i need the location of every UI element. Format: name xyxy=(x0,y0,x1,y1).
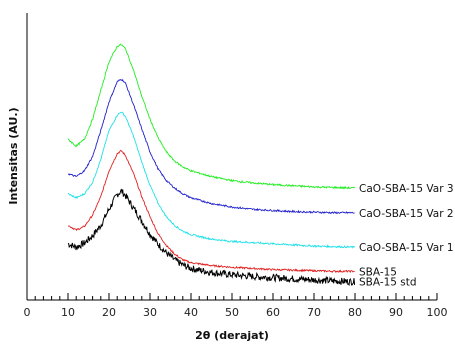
x-tick-label: 10 xyxy=(61,306,75,319)
axes: 0 10 20 30 40 50 60 70 80 90 100 xyxy=(24,13,448,319)
x-tick-label: 70 xyxy=(307,306,321,319)
series-line-3 xyxy=(67,78,355,215)
series-line-2 xyxy=(67,111,355,249)
series-label-2: CaO-SBA-15 Var 1 xyxy=(359,242,454,254)
series-label-1: SBA-15 xyxy=(359,266,397,278)
x-tick-label: 90 xyxy=(389,306,403,319)
x-tick-label: 40 xyxy=(184,306,198,319)
x-tick-label: 60 xyxy=(266,306,280,319)
x-tick-label: 20 xyxy=(102,306,116,319)
x-ticks: 0 10 20 30 40 50 60 70 80 90 100 xyxy=(24,293,448,319)
series-label-0: SBA-15 std xyxy=(359,277,417,289)
series-layer xyxy=(67,43,356,287)
y-axis-title: Intensitas (AU.) xyxy=(7,107,20,204)
x-tick-label: 30 xyxy=(143,306,157,319)
series-line-0 xyxy=(67,188,356,287)
series-line-4 xyxy=(67,43,355,190)
x-tick-label: 0 xyxy=(24,306,31,319)
series-label-4: CaO-SBA-15 Var 3 xyxy=(359,183,454,195)
x-axis-title: 2θ (derajat) xyxy=(195,329,269,342)
series-label-3: CaO-SBA-15 Var 2 xyxy=(359,208,454,220)
x-tick-label: 80 xyxy=(348,306,362,319)
series-line-1 xyxy=(68,149,355,273)
x-tick-label: 100 xyxy=(427,306,448,319)
x-tick-label: 50 xyxy=(225,306,239,319)
